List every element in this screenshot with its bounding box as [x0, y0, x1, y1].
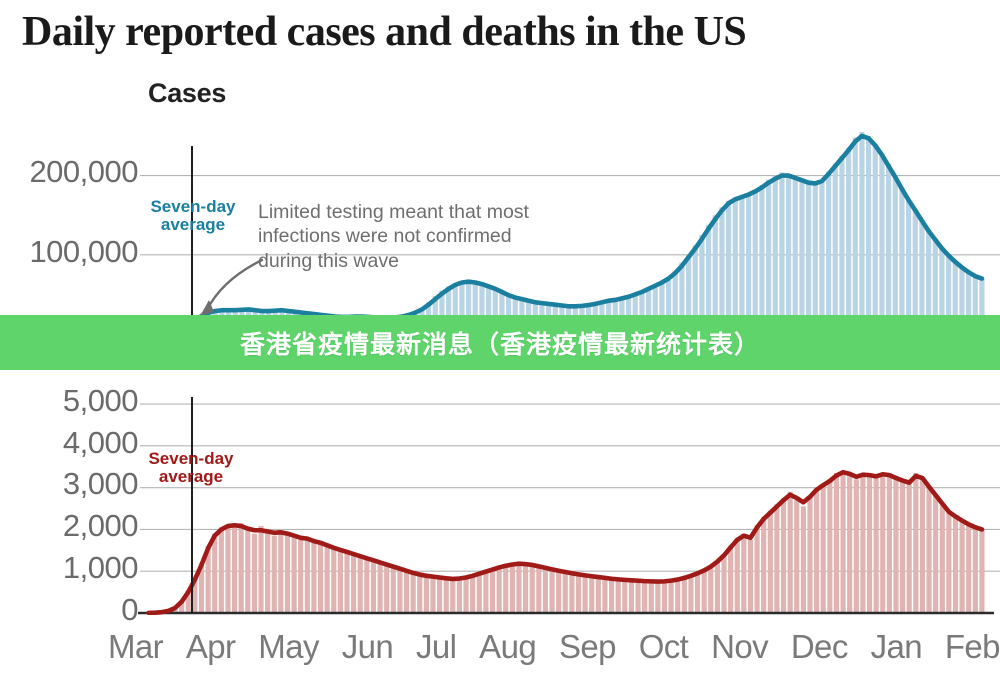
deaths-chart: 0 1,000 2,000 3,000 4,000 5,000	[0, 375, 1000, 625]
x-axis-label-mar: Mar	[108, 628, 164, 665]
overlay-banner	[0, 315, 1000, 370]
y-tick-3000: 3,000	[62, 466, 139, 502]
y-tick-4000: 4,000	[62, 424, 139, 460]
annotation-arrow-icon	[200, 258, 264, 316]
y-tick-200000: 200,000	[29, 154, 138, 190]
bar-group	[146, 470, 985, 614]
deaths-y-axis-labels: 0 1,000 2,000 3,000 4,000 5,000	[0, 375, 139, 625]
y-tick-2000: 2,000	[62, 508, 139, 544]
deaths-seven-day-average-label: Seven-day average	[148, 449, 234, 486]
x-axis-label-jan: Jan	[870, 628, 923, 665]
x-axis-label-may: May	[258, 628, 319, 665]
cases-annotation-text: Limited testing meant that most infectio…	[258, 201, 529, 272]
x-axis-label-oct: Oct	[638, 628, 689, 665]
x-axis-label-apr: Apr	[185, 628, 236, 665]
x-axis-label-sep: Sep	[558, 628, 617, 665]
y-tick-0: 0	[121, 591, 138, 627]
y-tick-1000: 1,000	[62, 549, 139, 585]
deaths-plot-svg	[138, 397, 1000, 615]
y-tick-100000: 100,000	[29, 233, 138, 269]
page-title: Daily reported cases and deaths in the U…	[22, 9, 747, 55]
x-axis-label-nov: Nov	[711, 628, 768, 665]
x-axis-label-feb: Feb	[944, 628, 1000, 665]
overlay-banner-text: 香港省疫情最新消息（香港疫情最新统计表）	[239, 329, 760, 359]
y-tick-5000: 5,000	[62, 382, 139, 418]
x-axis-label-aug: Aug	[479, 628, 537, 665]
cases-seven-day-average-label: Seven-day average	[150, 197, 236, 234]
x-axis-label-dec: Dec	[790, 628, 848, 665]
x-axis-label-jul: Jul	[415, 628, 457, 665]
x-axis-month-labels: Mar Apr May Jun Jul Aug Sep Oct Nov Dec Jan Feb	[108, 628, 1000, 678]
cases-panel-label: Cases	[148, 78, 227, 108]
x-axis-label-jun: Jun	[341, 628, 394, 665]
